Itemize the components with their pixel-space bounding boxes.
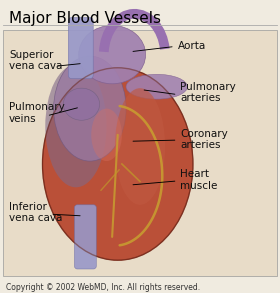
Text: Major Blood Vessels: Major Blood Vessels [9, 11, 161, 25]
Text: Heart
muscle: Heart muscle [180, 169, 218, 191]
FancyBboxPatch shape [3, 30, 277, 276]
FancyBboxPatch shape [68, 18, 93, 79]
Text: Pulmonary
arteries: Pulmonary arteries [180, 82, 236, 103]
Ellipse shape [45, 65, 107, 187]
Ellipse shape [79, 25, 146, 84]
Text: Copyright © 2002 WebMD, Inc. All rights reserved.: Copyright © 2002 WebMD, Inc. All rights … [6, 283, 200, 292]
Ellipse shape [126, 74, 187, 99]
Text: Pulmonary
veins: Pulmonary veins [9, 102, 65, 124]
Ellipse shape [63, 88, 100, 120]
Ellipse shape [91, 109, 122, 161]
Ellipse shape [43, 68, 193, 260]
Text: Aorta: Aorta [178, 41, 206, 51]
Text: Inferior
vena cava: Inferior vena cava [9, 202, 62, 223]
Text: Superior
vena cava: Superior vena cava [9, 50, 62, 71]
Text: Coronary
arteries: Coronary arteries [180, 129, 228, 150]
Ellipse shape [115, 88, 165, 205]
Ellipse shape [54, 56, 126, 161]
FancyBboxPatch shape [74, 205, 96, 269]
